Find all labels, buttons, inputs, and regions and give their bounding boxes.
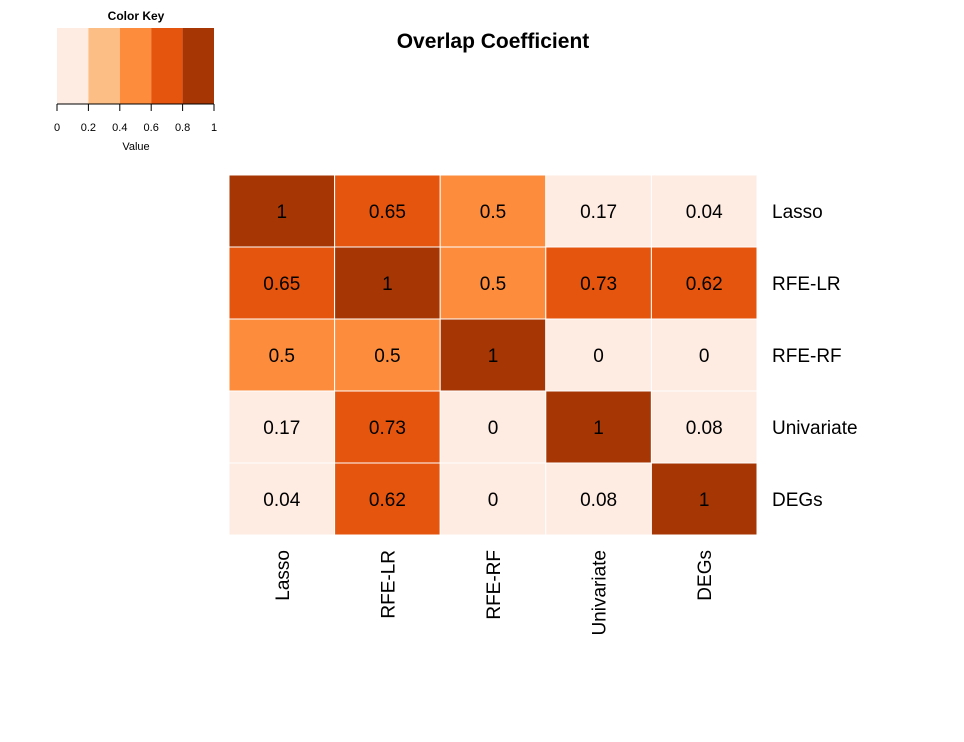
- column-labels: Lasso RFE-LR RFE-RF Univariate DEGs: [273, 550, 716, 636]
- cell-value-label: 0.5: [374, 346, 400, 367]
- column-label: RFE-RF: [484, 550, 505, 620]
- row-label: DEGs: [772, 490, 823, 511]
- heatmap-cell: [334, 174, 441, 248]
- color-key-tick-label: 0: [54, 122, 60, 134]
- cell-value-label: 0.5: [269, 346, 295, 367]
- color-key-swatch: [57, 28, 89, 104]
- color-key-swatch: [182, 28, 214, 104]
- heatmap-cell: [545, 390, 652, 464]
- cell-value-label: 1: [699, 490, 710, 511]
- color-key-tick-label: 0.6: [144, 122, 159, 134]
- heatmap-cell: [334, 462, 441, 536]
- cell-value-label: 0.65: [263, 274, 300, 295]
- cell-value-label: 1: [593, 418, 604, 439]
- heatmap-cell: [650, 246, 758, 320]
- heatmap-cell: [439, 390, 547, 464]
- cell-value-label: 0: [488, 418, 499, 439]
- color-key-tick-label: 1: [211, 122, 217, 134]
- heatmap-cell: [439, 462, 547, 536]
- cell-value-label: 0: [699, 346, 710, 367]
- heatmap-cell: [228, 246, 336, 320]
- color-key-swatch: [119, 28, 152, 104]
- row-labels: Lasso RFE-LR RFE-RF Univariate DEGs: [772, 202, 858, 511]
- cell-value-label: 0.17: [580, 202, 617, 223]
- color-key-swatch: [151, 28, 183, 104]
- cell-value-label: 0.62: [686, 274, 723, 295]
- cell-value-label: 0.04: [263, 490, 300, 511]
- color-key-ticks: 0 0.2 0.4 0.6 0.8 1: [54, 104, 217, 134]
- cell-value-label: 0.73: [580, 274, 617, 295]
- heatmap-cell: [334, 390, 441, 464]
- heatmap-cell: [228, 462, 336, 536]
- heatmap-cell: [334, 318, 441, 392]
- heatmap-cell: [545, 174, 652, 248]
- cell-value-label: 1: [277, 202, 288, 223]
- cell-value-label: 0.17: [263, 418, 300, 439]
- color-key-label: Value: [122, 141, 149, 153]
- chart-title: Overlap Coefficient: [397, 30, 590, 53]
- color-key-title: Color Key: [108, 9, 165, 23]
- heatmap-cell: [439, 318, 547, 392]
- cell-value-label: 0.5: [480, 202, 506, 223]
- color-key-tick-label: 0.2: [81, 122, 96, 134]
- heatmap-cell: [545, 246, 652, 320]
- cell-value-label: 0.73: [369, 418, 406, 439]
- heatmap-cell: [228, 318, 336, 392]
- cell-value-label: 0: [488, 490, 499, 511]
- heatmap-cell: [650, 318, 758, 392]
- cell-value-label: 1: [382, 274, 393, 295]
- cell-value-label: 0.08: [580, 490, 617, 511]
- color-key-tick-label: 0.4: [112, 122, 127, 134]
- row-label: Lasso: [772, 202, 823, 223]
- color-key-swatch: [88, 28, 120, 104]
- heatmap-cell: [545, 318, 652, 392]
- cell-value-label: 0.62: [369, 490, 406, 511]
- cell-value-label: 0: [593, 346, 604, 367]
- heatmap-cell: [650, 174, 758, 248]
- color-key-tick-label: 0.8: [175, 122, 190, 134]
- row-label: Univariate: [772, 418, 858, 439]
- heatmap-cell: [545, 462, 652, 536]
- color-key-swatches: [57, 28, 214, 104]
- column-label: DEGs: [695, 550, 716, 601]
- cell-value-label: 0.5: [480, 274, 506, 295]
- heatmap-cell: [650, 390, 758, 464]
- column-label: Univariate: [590, 550, 611, 636]
- color-key: Color Key 0 0.2 0.4 0.6 0.8 1 Value: [54, 9, 217, 153]
- heatmap-cell: [228, 390, 336, 464]
- column-label: Lasso: [273, 550, 294, 601]
- heatmap-cell: [439, 174, 547, 248]
- cell-value-label: 0.04: [686, 202, 723, 223]
- row-label: RFE-RF: [772, 346, 842, 367]
- cell-value-label: 0.08: [686, 418, 723, 439]
- cell-value-label: 0.65: [369, 202, 406, 223]
- heatmap-cells: 1 0.65 0.5 0.17 0.04 0.65 1 0.5 0.73 0.62 0.5 0.5 1 0…: [228, 174, 758, 536]
- row-label: RFE-LR: [772, 274, 841, 295]
- cell-value-label: 1: [488, 346, 499, 367]
- column-label: RFE-LR: [378, 550, 399, 619]
- heatmap-cell: [650, 462, 758, 536]
